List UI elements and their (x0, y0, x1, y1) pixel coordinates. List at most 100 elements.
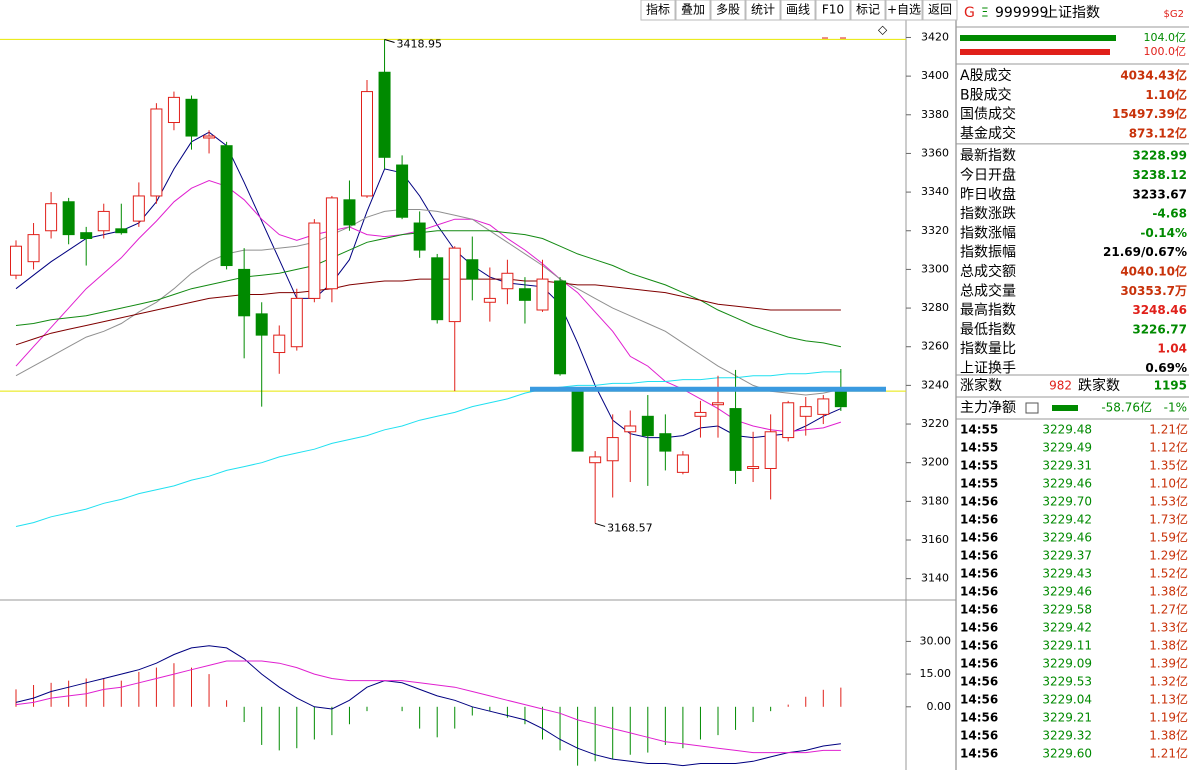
y-tick-label: 3260 (921, 340, 949, 353)
tag: $G2 (1164, 9, 1184, 20)
toolbar-label[interactable]: 标记 (856, 3, 880, 17)
candle-body (308, 222, 321, 299)
toolbar-button[interactable] (710, 0, 746, 21)
toolbar-button[interactable] (850, 0, 886, 21)
y-tick-label: 15.00 (920, 667, 952, 680)
toolbar-button[interactable] (922, 0, 958, 21)
line (15, 645, 841, 767)
toolbar-label[interactable]: 指标 (646, 2, 670, 17)
row-label: 昨日收盘 (960, 186, 1016, 203)
tick-time: 14:56 (960, 711, 998, 725)
tick-amount: 1.38亿 (1149, 638, 1188, 653)
candle-body (712, 402, 724, 406)
flow-bar (960, 49, 1110, 55)
candle-body (396, 164, 409, 218)
tick-time: 14:56 (960, 747, 998, 761)
tick-amount: 1.35亿 (1149, 458, 1188, 473)
toolbar-label[interactable]: 多股 (716, 3, 740, 17)
tick-amount: 1.38亿 (1149, 728, 1188, 743)
candle-body (361, 91, 373, 197)
tick-price: 3229.42 (1042, 513, 1092, 527)
y-tick-label: 3360 (921, 146, 949, 159)
y-tick-label: 3160 (921, 533, 949, 546)
y-tick-label: 3300 (921, 262, 949, 275)
candle-body (518, 288, 531, 301)
row-label: 上证换手 (960, 360, 1016, 377)
tick-amount: 1.29亿 (1149, 548, 1188, 563)
y-tick-label: 3140 (921, 572, 949, 585)
tick-time: 14:56 (960, 621, 998, 635)
tick-time: 14:55 (960, 477, 998, 491)
candle-body (782, 402, 795, 439)
row-label: 指数振幅 (960, 245, 1016, 261)
y-tick-label: 3320 (921, 224, 949, 237)
tick-time: 14:56 (960, 495, 998, 509)
tick-price: 3229.46 (1042, 531, 1092, 545)
tick-time: 14:56 (960, 585, 998, 599)
candle-body (624, 425, 637, 433)
line (15, 179, 842, 433)
line (15, 371, 841, 527)
flow-pct: -1% (1164, 401, 1187, 415)
toolbar-label[interactable]: +自选 (887, 3, 921, 17)
annotation-leader (595, 522, 606, 527)
candle-body (80, 232, 93, 239)
toolbar-button[interactable] (885, 0, 923, 21)
candle-body (325, 197, 338, 290)
annotation: 3418.95 (397, 37, 443, 50)
tick-amount: 1.21亿 (1149, 422, 1188, 437)
tick-time: 14:56 (960, 513, 998, 527)
menu-icon[interactable]: Ξ (981, 6, 989, 20)
row-label: 最新指数 (960, 148, 1016, 164)
row-value: 3233.67 (1132, 187, 1187, 201)
candle-body (413, 222, 426, 251)
row-value: 3238.12 (1132, 168, 1187, 182)
toolbar-button[interactable] (745, 0, 781, 21)
candle-body (466, 259, 479, 280)
candle-body (378, 71, 391, 158)
tick-amount: 1.13亿 (1149, 692, 1188, 707)
tick-price: 3229.60 (1042, 747, 1092, 761)
row-label: 指数涨跌 (960, 206, 1016, 222)
row-label: B股成交 (960, 86, 1012, 103)
tick-price: 3229.37 (1042, 549, 1092, 563)
toolbar-button[interactable] (640, 0, 676, 21)
toolbar-label[interactable]: 返回 (928, 3, 952, 17)
row-value: 4040.10亿 (1120, 264, 1187, 279)
tick-price: 3229.70 (1042, 495, 1092, 509)
row-value: 1.04 (1157, 342, 1187, 356)
candle-body (220, 145, 233, 267)
breadth-label: 跌家数 (1078, 377, 1120, 394)
breadth-down: 1195 (1154, 379, 1187, 393)
tick-amount: 1.21亿 (1149, 746, 1188, 761)
toolbar-label[interactable]: 画线 (786, 3, 810, 17)
row-value: 3226.77 (1132, 322, 1187, 336)
candle-body (255, 313, 268, 336)
y-tick-label: 3220 (921, 417, 949, 430)
toolbar-label[interactable]: 叠加 (681, 3, 705, 17)
candle-body (185, 98, 198, 137)
toolbar-button[interactable] (675, 0, 711, 21)
y-tick-label: 0.00 (927, 700, 952, 713)
toolbar-label[interactable]: 统计 (751, 3, 775, 17)
candle-body (641, 415, 654, 437)
stock-name: 上证指数 (1044, 5, 1100, 21)
line (15, 278, 841, 346)
flow-icon[interactable] (1025, 402, 1039, 414)
tick-price: 3229.49 (1042, 441, 1092, 455)
candle-body (764, 431, 777, 469)
tick-time: 14:56 (960, 603, 998, 617)
row-value: 30353.7万 (1120, 284, 1187, 298)
toolbar-button[interactable] (815, 0, 851, 21)
row-value: -0.14% (1140, 226, 1187, 240)
tick-time: 14:56 (960, 675, 998, 689)
toolbar-label[interactable]: F10 (822, 3, 844, 17)
candle-body (747, 466, 760, 469)
tick-amount: 1.39亿 (1149, 656, 1188, 671)
y-tick-label: 3200 (921, 456, 949, 469)
candle-body (62, 201, 75, 236)
row-value: 3248.46 (1132, 303, 1187, 317)
candle-body (150, 108, 163, 197)
candle-body (536, 278, 549, 311)
toolbar-button[interactable] (780, 0, 816, 21)
